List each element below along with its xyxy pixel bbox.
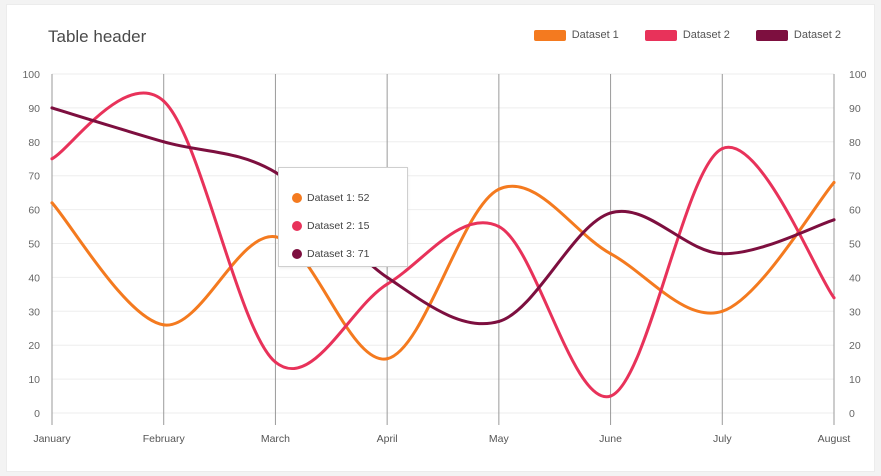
legend-swatch: [644, 29, 677, 41]
data-point: [385, 275, 389, 279]
y-tick-label-left: 80: [28, 137, 40, 149]
y-tick-label-left: 30: [28, 306, 40, 318]
tooltip-row-dataset-3: Dataset 3: 71: [292, 240, 407, 268]
y-tick-label-left: 10: [28, 374, 40, 386]
legend-label: Dataset 1: [571, 29, 619, 41]
y-tick-label-right: 80: [849, 137, 861, 149]
y-tick-label-right: 10: [849, 374, 861, 386]
data-point: [832, 218, 836, 222]
x-tick-label: March: [261, 433, 290, 445]
series-line-2: [50, 91, 836, 398]
data-point: [832, 180, 836, 184]
legend-swatch: [533, 29, 566, 41]
x-tick-label: May: [489, 433, 510, 445]
data-point: [50, 201, 54, 205]
legend-label: Dataset 2: [793, 29, 841, 41]
y-tick-label-right: 70: [849, 171, 861, 183]
legend-swatch: [755, 29, 788, 41]
data-point: [273, 235, 277, 239]
y-tick-label-left: 100: [22, 69, 40, 81]
y-tick-label-left: 90: [28, 103, 40, 115]
x-tick-label: July: [713, 433, 732, 445]
chart-tooltip: Dataset 1: 52 Dataset 2: 15 Dataset 3: 7…: [278, 167, 408, 267]
tooltip-label: Dataset 2: 15: [307, 220, 370, 232]
chart-card: Table header: [6, 4, 875, 472]
data-point: [273, 360, 277, 364]
data-point: [832, 296, 836, 300]
y-tick-label-right: 0: [849, 408, 855, 420]
y-tick-label-left: 40: [28, 272, 40, 284]
data-point: [609, 394, 613, 398]
chart-legend: Dataset 1 Dataset 2 Dataset 2: [533, 29, 841, 41]
y-tick-label-left: 50: [28, 239, 40, 251]
data-point: [609, 211, 613, 215]
tooltip-label: Dataset 1: 52: [307, 192, 370, 204]
tooltip-row-dataset-1: Dataset 1: 52: [292, 184, 407, 212]
y-tick-label-right: 100: [849, 69, 867, 81]
data-point: [385, 357, 389, 361]
data-point: [720, 147, 724, 151]
x-tick-label: February: [143, 433, 186, 445]
data-point: [273, 170, 277, 174]
legend-item-dataset-2[interactable]: Dataset 2: [644, 29, 730, 41]
tooltip-row-dataset-2: Dataset 2: 15: [292, 212, 407, 240]
y-tick-label-right: 60: [849, 205, 861, 217]
tooltip-dot: [292, 249, 302, 259]
x-tick-label: January: [33, 433, 71, 445]
y-tick-label-left: 20: [28, 340, 40, 352]
legend-label: Dataset 2: [682, 29, 730, 41]
y-tick-label-right: 20: [849, 340, 861, 352]
data-point: [497, 319, 501, 323]
data-point: [50, 157, 54, 161]
tooltip-dot: [292, 221, 302, 231]
legend-item-dataset-3[interactable]: Dataset 2: [755, 29, 841, 41]
data-point: [162, 140, 166, 144]
data-point: [162, 99, 166, 103]
y-tick-label-right: 50: [849, 239, 861, 251]
data-point: [497, 187, 501, 191]
data-point: [385, 282, 389, 286]
y-tick-label-left: 0: [34, 408, 40, 420]
chart-title: Table header: [48, 27, 147, 46]
x-tick-label: August: [818, 433, 851, 445]
y-tick-label-right: 40: [849, 272, 861, 284]
y-tick-label-left: 60: [28, 205, 40, 217]
y-tick-label-left: 70: [28, 171, 40, 183]
y-tick-label-right: 90: [849, 103, 861, 115]
tooltip-dot: [292, 193, 302, 203]
x-tick-label: April: [377, 433, 398, 445]
x-tick-label: June: [599, 433, 622, 445]
series-line-1: [50, 180, 836, 361]
tooltip-label: Dataset 3: 71: [307, 248, 370, 260]
y-tick-label-right: 30: [849, 306, 861, 318]
data-point: [720, 252, 724, 256]
data-point: [720, 309, 724, 313]
data-point: [50, 106, 54, 110]
legend-item-dataset-1[interactable]: Dataset 1: [533, 29, 619, 41]
data-point: [609, 252, 613, 256]
data-point: [497, 225, 501, 229]
series-line-3: [50, 106, 836, 326]
data-point: [162, 323, 166, 327]
